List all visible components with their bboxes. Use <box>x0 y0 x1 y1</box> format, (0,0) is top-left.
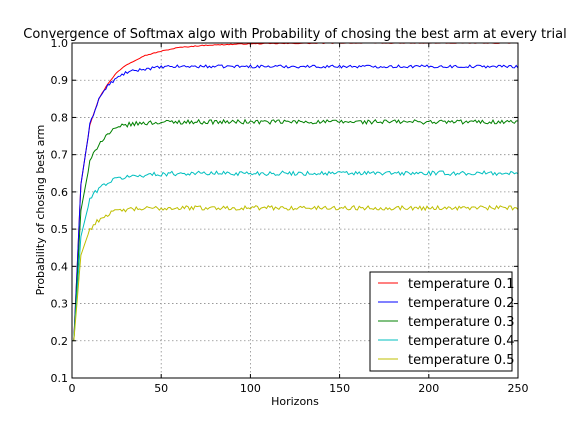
y-tick-label: 0.7 <box>51 149 69 162</box>
y-tick-label: 0.1 <box>51 372 69 385</box>
legend-label: temperature 0.1 <box>408 277 515 292</box>
y-tick-label: 1.0 <box>51 37 69 50</box>
plot-frame <box>71 42 519 379</box>
series-line <box>73 118 519 341</box>
x-tick-label: 50 <box>154 382 168 395</box>
chart-title: Convergence of Softmax algo with Probabi… <box>23 27 566 42</box>
y-tick-label: 0.4 <box>51 260 69 273</box>
y-tick-label: 0.5 <box>51 223 69 236</box>
x-axis-label: Horizons <box>271 395 319 408</box>
legend-label: temperature 0.4 <box>408 334 515 349</box>
y-tick-label: 0.9 <box>51 74 69 87</box>
legend-label: temperature 0.3 <box>408 315 515 330</box>
y-axis-label: Probability of chosing best arm <box>34 125 47 296</box>
series-line <box>73 64 519 341</box>
x-tick-label: 0 <box>69 382 76 395</box>
y-tick-label: 0.3 <box>51 298 69 311</box>
x-tick-label: 100 <box>240 382 261 395</box>
x-tick-label: 250 <box>508 382 529 395</box>
y-tick-label: 0.8 <box>51 111 69 124</box>
y-tick-label: 0.2 <box>51 335 69 348</box>
y-tick-label: 0.6 <box>51 186 69 199</box>
legend-label: temperature 0.5 <box>408 353 515 368</box>
x-tick-label: 200 <box>418 382 439 395</box>
series-line <box>73 170 519 341</box>
series-line <box>73 204 519 341</box>
legend-label: temperature 0.2 <box>408 296 515 311</box>
legend: temperature 0.1 temperature 0.2 temperatur… <box>369 271 515 372</box>
tick-layer: 0 50 100 150 200 250 0.1 0.2 0.3 0.4 0.5 0.6 0.7 0.8 0… <box>51 37 529 395</box>
x-tick-label: 150 <box>329 382 350 395</box>
